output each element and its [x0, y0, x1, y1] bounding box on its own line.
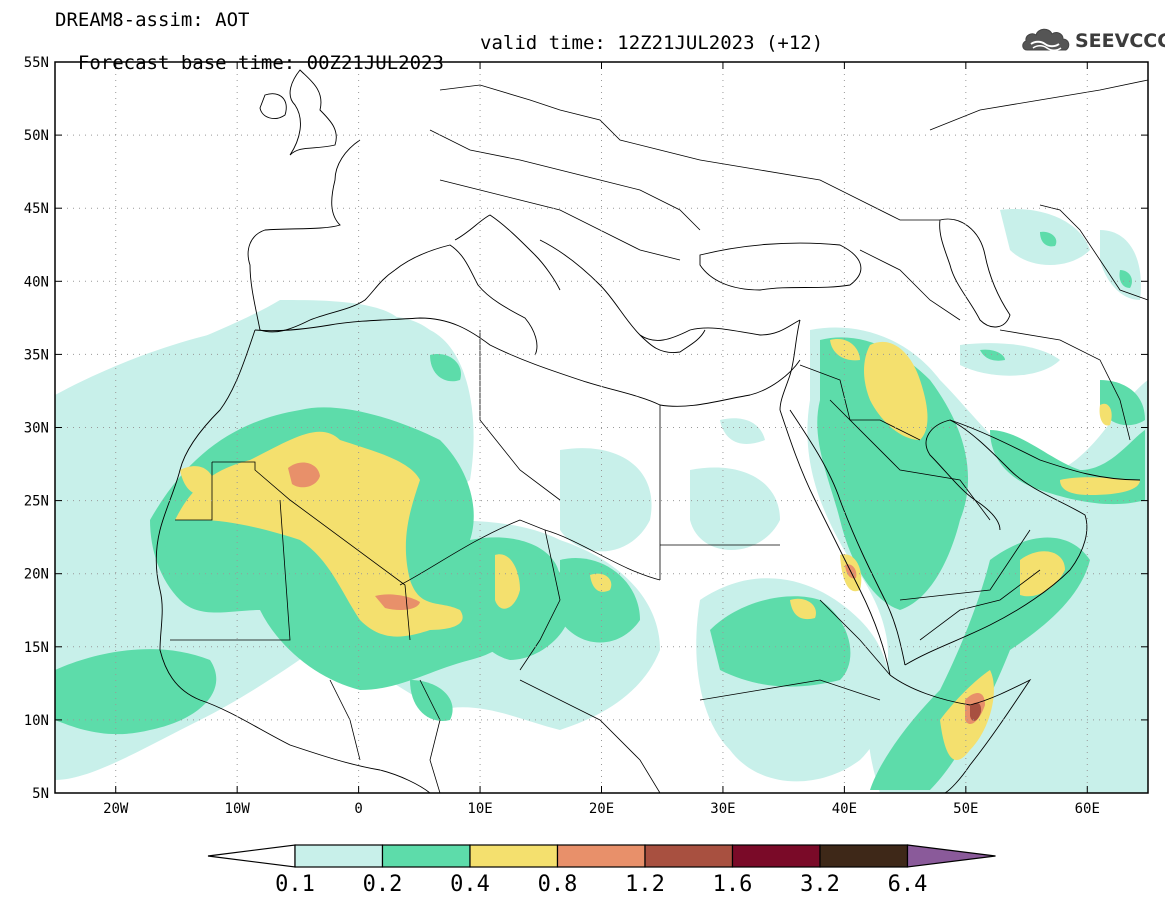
lat-tick-label: 5N — [32, 786, 49, 802]
forecast-base-time: Forecast base time: 00Z21JUL2023 — [77, 52, 444, 74]
map-grid — [55, 62, 1148, 793]
lon-tick-label: 10E — [467, 801, 492, 817]
map-title: DREAM8-assim: AOT — [55, 9, 250, 31]
colorbar-level-label: 0.4 — [450, 872, 490, 897]
colorbar-level-label: 1.2 — [625, 872, 665, 897]
lon-tick-label: 60E — [1075, 801, 1100, 817]
lat-tick-label: 25N — [24, 494, 49, 510]
valid-time: valid time: 12Z21JUL2023 (+12) — [480, 32, 824, 54]
lat-tick-label: 35N — [24, 347, 49, 363]
aot-colorbar: 0.1 0.2 0.4 0.8 1.2 1.6 3.2 6.4 — [207, 844, 996, 897]
colorbar-arrow-high — [906, 844, 996, 868]
colorbar-segment — [644, 844, 734, 868]
lat-tick-label: 40N — [24, 274, 49, 290]
lon-tick-label: 20W — [103, 801, 129, 817]
aot-band-1.2-1.6 — [970, 702, 982, 721]
lat-tick-label: 45N — [24, 201, 49, 217]
map-axes: 55N 50N 45N 40N 35N 30N 25N 20N 15N 10N 5N 20W 10W 0 1… — [24, 55, 1148, 817]
lon-tick-label: 10W — [225, 801, 251, 817]
lat-tick-label: 15N — [24, 640, 49, 656]
logo-text: SEEVCCC — [1075, 30, 1165, 52]
lat-tick-label: 30N — [24, 421, 49, 437]
lon-tick-label: 0 — [354, 801, 362, 817]
colorbar-level-label: 0.8 — [538, 872, 578, 897]
colorbar-segment — [294, 844, 384, 868]
lat-tick-label: 55N — [24, 55, 49, 71]
cloud-icon — [1022, 28, 1070, 51]
lon-tick-label: 20E — [589, 801, 614, 817]
lon-tick-label: 40E — [832, 801, 857, 817]
colorbar-level-label: 1.6 — [713, 872, 753, 897]
colorbar-level-label: 6.4 — [888, 872, 928, 897]
lat-tick-label: 50N — [24, 128, 49, 144]
lat-tick-label: 10N — [24, 713, 49, 729]
seevccc-logo: SEEVCCC — [1021, 24, 1165, 58]
colorbar-segment — [469, 844, 559, 868]
colorbar-level-label: 0.2 — [363, 872, 403, 897]
colorbar-level-label: 3.2 — [800, 872, 840, 897]
colorbar-segment — [381, 844, 471, 868]
colorbar-segment — [556, 844, 646, 868]
coastline-layer — [155, 69, 1148, 793]
lon-tick-label: 50E — [953, 801, 978, 817]
lon-tick-label: 30E — [710, 801, 735, 817]
colorbar-level-label: 0.1 — [275, 872, 315, 897]
colorbar-segment — [731, 844, 821, 868]
colorbar-arrow-low — [207, 844, 296, 868]
time-line: Forecast base time: 00Z21JUL2023 valid t… — [55, 33, 823, 93]
colorbar-segment — [819, 844, 909, 868]
lat-tick-label: 20N — [24, 567, 49, 583]
aot-field-layer — [55, 209, 1148, 793]
